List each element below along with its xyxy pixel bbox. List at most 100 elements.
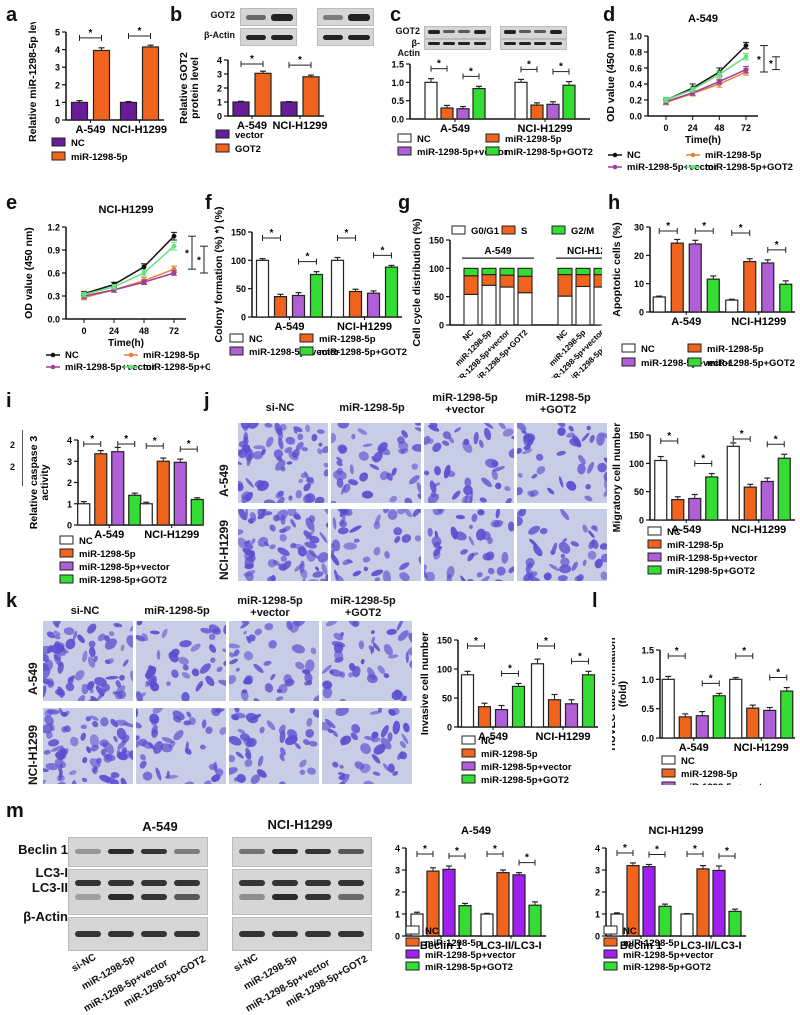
svg-text:*: *	[544, 636, 548, 647]
svg-text:NC: NC	[425, 926, 439, 937]
svg-text:Invasive cell number: Invasive cell number	[419, 632, 431, 735]
svg-text:5: 5	[55, 28, 60, 38]
chart-d-od-a549: 0.0 0.2 0.4 0.6 0.8 1.0 OD value (450 nm) A-549…	[605, 13, 793, 173]
svg-text:*: *	[187, 439, 191, 450]
svg-text:*: *	[667, 431, 671, 442]
stained-cells-texture	[424, 509, 514, 581]
svg-text:NCI-H1299: NCI-H1299	[144, 529, 199, 541]
svg-text:0: 0	[639, 516, 644, 526]
svg-text:NC: NC	[417, 134, 431, 145]
svg-text:A-549: A-549	[76, 124, 106, 136]
svg-text:0.4: 0.4	[629, 80, 642, 90]
svg-text:0: 0	[55, 116, 60, 126]
svg-text:miR-1298-5p+GOT2: miR-1298-5p+GOT2	[505, 147, 593, 158]
micrograph-k-a549-vector	[228, 620, 320, 702]
svg-text:NCI-H1299: NCI-H1299	[112, 124, 167, 136]
svg-text:50: 50	[442, 694, 452, 704]
svg-text:10: 10	[634, 279, 644, 289]
svg-text:miR-1298-5p+vector: miR-1298-5p+vector	[417, 147, 508, 158]
svg-text:20: 20	[634, 251, 644, 261]
stained-cells-texture	[43, 621, 133, 701]
svg-text:miR-1298-5p: miR-1298-5p	[623, 938, 680, 949]
svg-text:miR-1298-5p+vector: miR-1298-5p+vector	[667, 553, 758, 564]
stained-cells-texture	[424, 423, 514, 503]
svg-text:2: 2	[595, 888, 600, 898]
svg-text:48: 48	[139, 326, 149, 336]
svg-text:0.5: 0.5	[641, 704, 654, 714]
svg-text:miR-1298-5p+vector: miR-1298-5p+vector	[641, 358, 732, 369]
svg-text:(fold): (fold)	[617, 681, 629, 707]
panel-label-c: c	[390, 4, 402, 26]
svg-text:miR-1298-5p: miR-1298-5p	[79, 549, 136, 560]
svg-text:NCI-H1299: NCI-H1299	[731, 316, 786, 328]
svg-text:A-549: A-549	[275, 321, 305, 333]
svg-text:2: 2	[55, 80, 60, 90]
svg-text:0.0: 0.0	[629, 112, 642, 122]
svg-text:A-549: A-549	[688, 13, 718, 25]
svg-text:*: *	[345, 228, 349, 239]
panel-label-b: b	[170, 4, 183, 26]
svg-text:0: 0	[67, 521, 72, 531]
svg-text:1.2: 1.2	[47, 223, 60, 233]
svg-text:100: 100	[437, 665, 452, 675]
stained-cells-texture	[331, 423, 421, 503]
svg-text:*: *	[739, 223, 743, 234]
svg-text:*: *	[655, 845, 659, 856]
blot-m: A-549 NCI-H1299 Beclin 1 LC3-I LC3-II β-…	[10, 815, 390, 1015]
chart-k-invasive: 0 50 100 150 Invasive cell number A-549 NCI-H1…	[419, 632, 598, 785]
svg-text:0.6: 0.6	[629, 64, 642, 74]
svg-text:0.0: 0.0	[391, 115, 404, 125]
svg-text:*: *	[138, 26, 142, 37]
svg-text:0: 0	[81, 326, 86, 336]
blot-b: GOT2 β-Actin	[195, 8, 395, 53]
svg-text:miR-1298-5p+vector: miR-1298-5p+vector	[623, 950, 714, 961]
svg-text:A-549: A-549	[461, 825, 491, 837]
svg-text:0.0: 0.0	[641, 734, 654, 744]
svg-text:Beclin 1: Beclin 1	[420, 940, 462, 952]
svg-text:Relative caspase 3: Relative caspase 3	[28, 436, 40, 530]
stained-cells-texture	[229, 621, 319, 701]
svg-text:miR-1298-5p+GOT2: miR-1298-5p+GOT2	[319, 347, 407, 358]
svg-text:miR-1298-5p: miR-1298-5p	[681, 769, 738, 780]
svg-text:*: *	[775, 240, 779, 251]
svg-text:miR-1298-5p: miR-1298-5p	[707, 344, 764, 355]
svg-text:0: 0	[241, 313, 246, 323]
svg-text:*: *	[776, 668, 780, 679]
svg-text:LC3-II/LC3-I: LC3-II/LC3-I	[680, 940, 741, 952]
svg-text:miR-1298-5p+vector: miR-1298-5p+vector	[65, 362, 156, 373]
svg-text:A-549: A-549	[94, 529, 124, 541]
svg-text:NC: NC	[667, 527, 681, 538]
svg-text:Beclin 1: Beclin 1	[620, 940, 662, 952]
svg-text:0: 0	[217, 112, 222, 122]
svg-text:miR-1298-5p+GOT2: miR-1298-5p+GOT2	[705, 162, 793, 173]
chart-l-huvec: 0.0 0.5 1.0 1.5 HUVEC tube formation(fold) A-…	[612, 637, 795, 785]
stained-cells-texture	[517, 509, 607, 581]
chart-j-migratory: 0 50 100 150 Migratory cell number A-549 NCI-H…	[612, 423, 795, 577]
svg-text:100: 100	[231, 256, 246, 266]
micrograph-k-a549-sinc	[42, 620, 134, 702]
svg-text:3: 3	[67, 457, 72, 467]
svg-text:2: 2	[217, 84, 222, 94]
svg-text:Time(h): Time(h)	[685, 135, 721, 146]
svg-text:48: 48	[714, 123, 724, 133]
svg-text:miR-1298-5p+vector: miR-1298-5p+vector	[249, 347, 340, 358]
svg-text:A-549: A-549	[478, 731, 508, 743]
svg-text:*: *	[437, 59, 441, 70]
svg-text:1: 1	[217, 98, 222, 108]
svg-text:*: *	[675, 646, 679, 657]
panel-label-i: i	[6, 390, 12, 412]
svg-text:0.0: 0.0	[47, 315, 60, 325]
svg-text:2: 2	[395, 888, 400, 898]
panel-label-g: g	[398, 192, 411, 214]
micrograph-j-a549-vector	[423, 422, 515, 504]
svg-text:miR-1298-5p: miR-1298-5p	[143, 350, 200, 361]
svg-text:miR-1298-5p+vector: miR-1298-5p+vector	[425, 950, 516, 961]
stained-cells-texture	[229, 708, 319, 784]
svg-text:*: *	[740, 429, 744, 440]
panel-label-l: l	[592, 590, 598, 612]
svg-text:miR-1298-5p+GOT2: miR-1298-5p+GOT2	[79, 575, 167, 586]
svg-text:Relative miR-1298-5p level: Relative miR-1298-5p level	[27, 22, 39, 142]
micrograph-j-a549-got2	[516, 422, 608, 504]
svg-text:activity: activity	[39, 464, 51, 500]
